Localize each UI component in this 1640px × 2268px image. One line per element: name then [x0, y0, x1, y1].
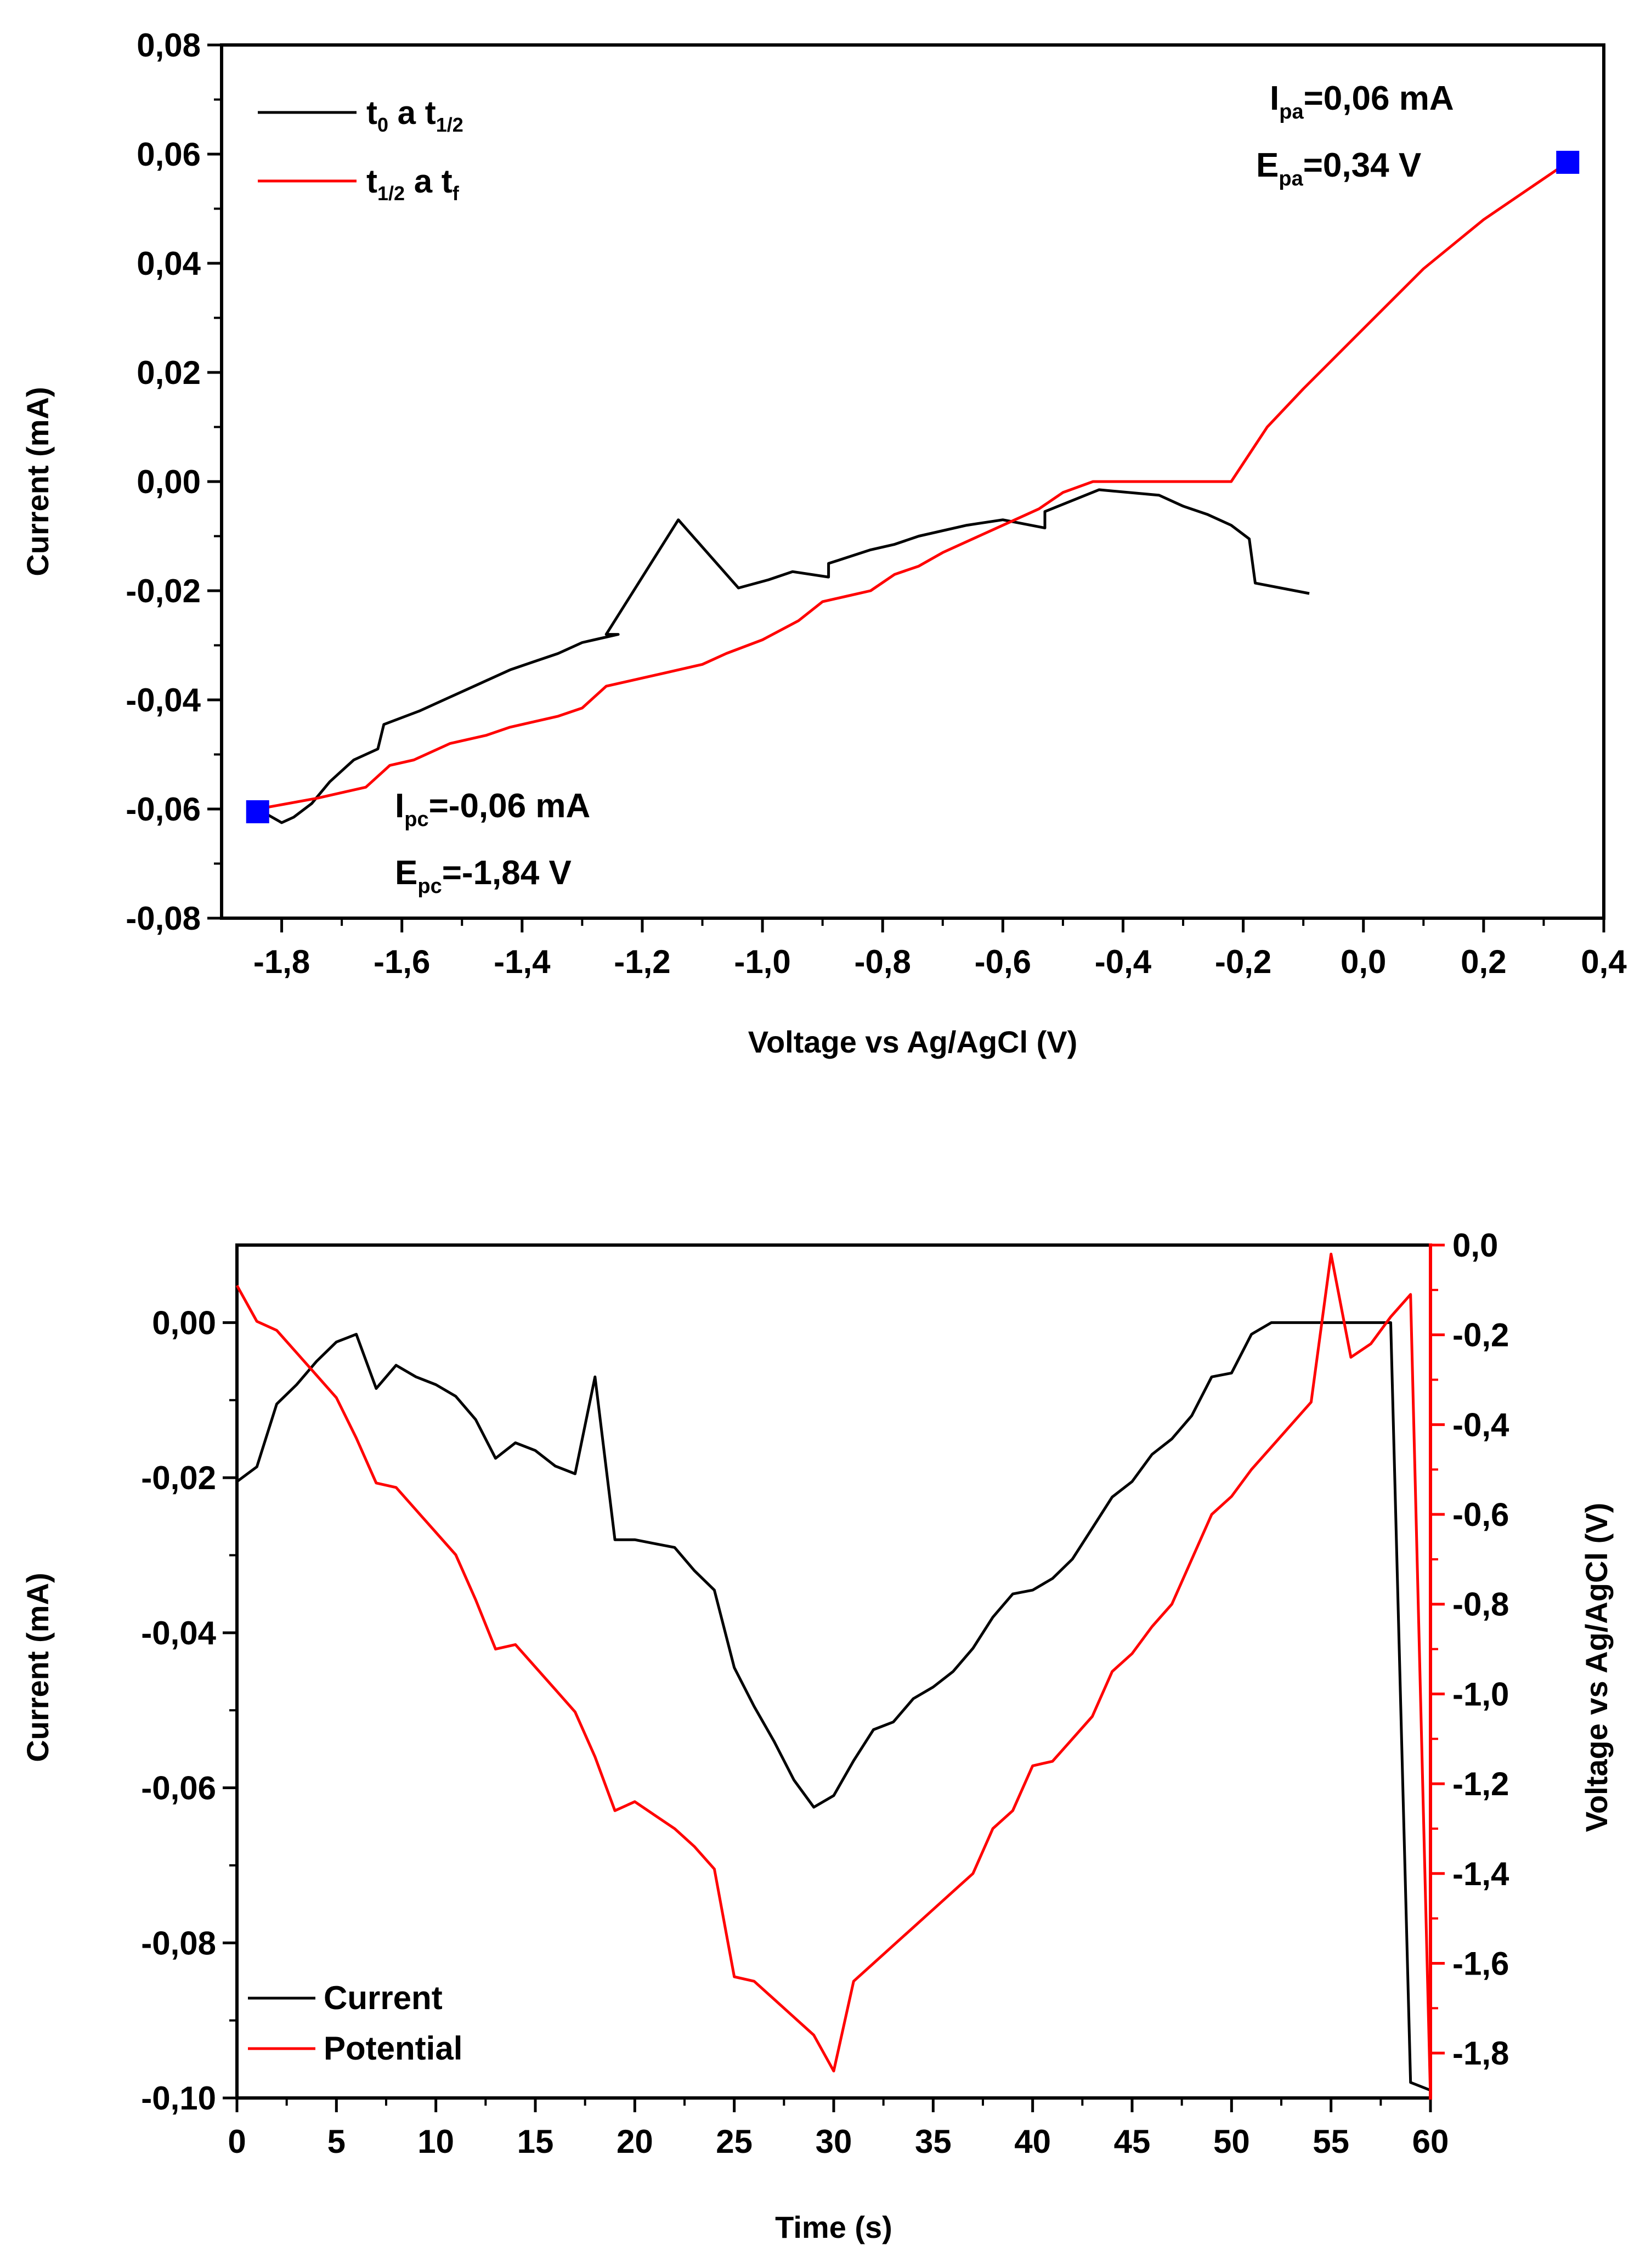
bottom-y-tick-label: 0,00	[152, 1304, 216, 1341]
bottom-x-tick-label: 25	[716, 2123, 753, 2160]
bottom-y2-tick-label: -0,4	[1452, 1406, 1509, 1443]
bottom-x-tick-label: 60	[1412, 2123, 1449, 2160]
annotation-ipc: Ipc=-0,06 mA	[395, 787, 590, 831]
top-peak-markers	[246, 150, 1580, 823]
top-x-axis-title: Voltage vs Ag/AgCl (V)	[748, 1025, 1078, 1059]
bottom-y2-tick-label: -1,4	[1452, 1856, 1509, 1892]
top-y-tick-label: 0,08	[137, 27, 201, 64]
top-x-tick-label: 0,0	[1341, 943, 1386, 980]
annotation-ipa: Ipa=0,06 mA	[1270, 80, 1454, 123]
bottom-y2-tick-label: -0,6	[1452, 1496, 1509, 1533]
top-y-tick-label: -0,02	[126, 573, 201, 609]
top-y-tick-label: -0,06	[126, 791, 201, 828]
top-x-tick-label: -0,6	[975, 943, 1031, 980]
bottom-x-tick-label: 40	[1014, 2123, 1051, 2160]
top-y-tick-label: -0,04	[126, 682, 201, 719]
top-series-lines	[257, 161, 1569, 824]
bottom-y-axis-title: Current (mA)	[20, 1573, 55, 1762]
top-series-line-black	[257, 488, 1310, 824]
top-x-tick-label: -1,8	[253, 943, 310, 980]
bottom-plot-frame	[235, 1243, 1432, 2100]
bottom-x-tick-label: 35	[915, 2123, 952, 2160]
bottom-y-tick-label: -0,10	[141, 2080, 216, 2117]
bottom-x-tick-label: 50	[1213, 2123, 1250, 2160]
bottom-chart-time-series: 0 5 10 15 20 25 30 35 40 45 50 55 60 -0,10 -0,08 -0,06…	[20, 1227, 1614, 2244]
bottom-y2-tick-label: -1,2	[1452, 1766, 1509, 1802]
bottom-y2-tick-label: -0,2	[1452, 1317, 1509, 1354]
top-axis-ticks	[207, 43, 1605, 932]
bottom-y2-tick-label: -0,8	[1452, 1586, 1509, 1623]
top-y-tick-label: 0,02	[137, 354, 201, 391]
top-chart-voltammogram: -1,8 -1,6 -1,4 -1,2 -1,0 -0,8 -0,6 -0,4 -0,2 0,0 0…	[20, 27, 1627, 1059]
top-series-line-red	[257, 161, 1569, 811]
bottom-y2-tick-label: -1,6	[1452, 1945, 1509, 1982]
bottom-x-tick-label: 5	[327, 2123, 346, 2160]
bottom-y2-tick-label: -1,8	[1452, 2035, 1509, 2072]
bottom-legend-label-potential: Potential	[324, 2030, 462, 2067]
annotation-epa: Epa=0,34 V	[1256, 146, 1421, 190]
bottom-x-axis-title: Time (s)	[775, 2210, 892, 2244]
top-y-axis-title: Current (mA)	[20, 387, 55, 576]
top-y-tick-label: 0,04	[137, 245, 201, 282]
annotation-epc: Epc=-1,84 V	[395, 854, 572, 898]
bottom-y2-tick-label: 0,0	[1452, 1227, 1498, 1264]
bottom-series-lines	[235, 1252, 1432, 2099]
bottom-y-tick-labels: -0,10 -0,08 -0,06 -0,04 -0,02 0,00	[141, 1304, 216, 2117]
top-y-tick-labels: -0,08 -0,06 -0,04 -0,02 0,00 0,02 0,04 0,06 0,08	[126, 27, 201, 937]
bottom-x-tick-labels: 0 5 10 15 20 25 30 35 40 45 50 55 60	[228, 2123, 1449, 2160]
bottom-x-tick-label: 30	[816, 2123, 852, 2160]
peak-marker-anodic	[1556, 150, 1580, 174]
bottom-x-tick-label: 0	[228, 2123, 246, 2160]
bottom-series-line-current	[236, 1321, 1431, 2092]
bottom-y-tick-label: -0,02	[141, 1460, 216, 1496]
bottom-x-tick-label: 10	[417, 2123, 454, 2160]
bottom-y2-tick-labels: -1,8 -1,6 -1,4 -1,2 -1,0 -0,8 -0,6 -0,4 -0,2 0,0	[1452, 1227, 1509, 2072]
top-x-tick-label: 0,2	[1461, 943, 1506, 980]
top-x-tick-label: -1,6	[374, 943, 430, 980]
top-legend-label-1: t0 a t1/2	[366, 94, 463, 136]
bottom-y2-axis-title: Voltage vs Ag/AgCl (V)	[1579, 1503, 1614, 1833]
bottom-y2-tick-label: -1,0	[1452, 1676, 1509, 1712]
top-x-tick-label: -1,2	[614, 943, 670, 980]
top-x-tick-label: -1,4	[494, 943, 551, 980]
bottom-legend: Current Potential	[248, 1979, 462, 2067]
top-x-tick-label: -1,0	[734, 943, 790, 980]
bottom-legend-label-current: Current	[324, 1979, 443, 2016]
bottom-x-tick-label: 55	[1313, 2123, 1349, 2160]
top-x-tick-label: 0,4	[1581, 943, 1627, 980]
top-y-tick-label: 0,06	[137, 136, 201, 173]
top-x-tick-label: -0,8	[855, 943, 911, 980]
bottom-y-tick-label: -0,04	[141, 1615, 216, 1651]
bottom-axis-ticks	[223, 1243, 1445, 2112]
top-y-tick-label: 0,00	[137, 463, 201, 500]
top-y-tick-label: -0,08	[126, 900, 201, 937]
bottom-x-tick-label: 15	[517, 2123, 554, 2160]
peak-marker-cathodic	[246, 800, 269, 823]
top-legend-label-2: t1/2 a tf	[366, 163, 460, 205]
bottom-x-tick-label: 45	[1114, 2123, 1151, 2160]
bottom-y-tick-label: -0,08	[141, 1925, 216, 1961]
bottom-x-tick-label: 20	[617, 2123, 653, 2160]
top-x-tick-label: -0,2	[1215, 943, 1271, 980]
bottom-series-line-potential	[235, 1252, 1432, 2099]
top-x-tick-labels: -1,8 -1,6 -1,4 -1,2 -1,0 -0,8 -0,6 -0,4 -0,2 0,0 0…	[253, 943, 1627, 980]
top-x-tick-label: -0,4	[1095, 943, 1152, 980]
bottom-y-tick-label: -0,06	[141, 1770, 216, 1807]
top-legend: t0 a t1/2 t1/2 a tf	[258, 94, 463, 205]
